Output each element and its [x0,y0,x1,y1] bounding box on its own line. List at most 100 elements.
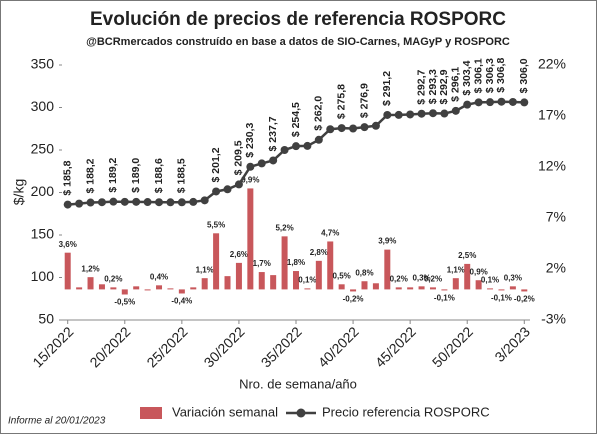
chart-subtitle: @BCRmercados construído en base a datos … [86,36,510,48]
y2-tick-label: 2% [546,260,566,276]
line-value-label: $ 292,9 [438,69,450,104]
chart-title: Evolución de precios de referencia ROSPO… [90,9,506,30]
line-value-label: $ 209,5 [233,140,245,175]
y-tick-label: 350 [31,56,55,72]
price-point [417,109,426,118]
bar-value-label: 3,9% [378,237,396,246]
line-value-label: $ 296,1 [450,67,462,102]
bar [87,277,94,290]
bar-value-label: 0,2% [424,274,442,283]
price-point [166,198,175,207]
bar-value-label: 0,4% [150,272,168,281]
price-point [428,109,437,118]
bar-value-label: 5,2% [275,223,293,232]
bar [361,281,368,290]
bar-value-label: -0,2% [514,295,535,304]
price-point [257,159,266,168]
y2-tick-label: 7% [546,209,566,225]
price-point [120,197,129,206]
line-value-label: $ 306,8 [495,58,507,93]
bar [224,276,231,290]
line-value-label: $ 254,5 [290,102,302,137]
line-value-label: $ 293,3 [427,69,439,104]
line-value-label: $ 306,1 [472,58,484,93]
y-tick-label: 50 [38,311,54,327]
bar [429,287,436,290]
price-point [155,198,164,207]
price-point [303,141,312,150]
bar [384,249,391,290]
bar-value-label: 4,7% [321,229,339,238]
bar [281,236,288,290]
bar-value-label: -0,2% [343,295,364,304]
bar [98,284,105,290]
bar [110,287,117,290]
bar [156,285,163,290]
line-value-label: $ 189,2 [107,157,119,192]
line-value-label: $ 189,0 [130,158,142,193]
price-point [177,198,186,207]
y2-tick-label: 22% [538,56,566,72]
line-value-label: $ 188,6 [153,158,165,193]
bar [521,289,528,292]
bar-value-label: 2,5% [458,251,476,260]
line-value-label: $ 188,2 [84,158,96,193]
bar [487,288,494,290]
bar-value-label: 5,5% [207,220,225,229]
bar [190,287,197,290]
bar [338,284,345,290]
bar [304,288,311,290]
bar [464,263,471,290]
price-point [326,125,335,134]
price-point [132,197,141,206]
price-point [371,121,380,130]
bar [133,286,140,290]
bar [372,283,379,290]
price-point [246,162,255,171]
price-point [223,185,232,194]
line-value-label: $ 230,3 [244,123,256,158]
bar [475,280,482,290]
bar-value-label: 9,9% [241,176,259,185]
line-value-label: $ 262,0 [313,96,325,131]
y2-tick-label: -3% [541,311,566,327]
bar [407,287,414,290]
price-point [360,123,369,132]
y-axis-label: $/kg [11,179,27,205]
bar-value-label: 0,2% [390,274,408,283]
bar [76,287,83,290]
line-value-label: $ 276,9 [358,83,370,118]
price-point [451,106,460,115]
x-axis-label: Nro. de semana/año [239,376,357,391]
bar [144,289,151,291]
bar [452,278,459,290]
price-point [349,124,358,133]
price-point [486,98,495,107]
price-point [212,187,221,196]
bar-value-label: 2,8% [310,248,328,257]
y2-tick-label: 17% [538,107,566,123]
price-point [234,180,243,189]
y-tick-label: 100 [31,268,55,284]
line-value-label: $ 306,3 [484,58,496,93]
bar [213,233,220,290]
bar [64,252,71,290]
bar [178,289,185,294]
bar-value-label: 0,3% [412,273,430,282]
bar-value-label: 3,6% [59,240,77,249]
bar-value-label: 0,5% [333,271,351,280]
line-value-label: $ 292,7 [415,70,427,105]
bar-value-label: -0,5% [114,298,135,307]
legend-label: Precio referencia ROSPORC [322,404,490,419]
bar [293,271,299,290]
line-value-label: $ 201,2 [210,147,222,182]
line-value-label: $ 275,8 [335,84,347,119]
legend-label: Variación semanal [172,404,278,419]
bar [509,286,516,290]
bar-value-label: 1,1% [447,265,465,274]
bar-value-label: 1,7% [253,259,271,268]
bar-value-label: -0,1% [434,294,455,303]
price-point [497,97,506,106]
y-tick-label: 200 [31,183,55,199]
